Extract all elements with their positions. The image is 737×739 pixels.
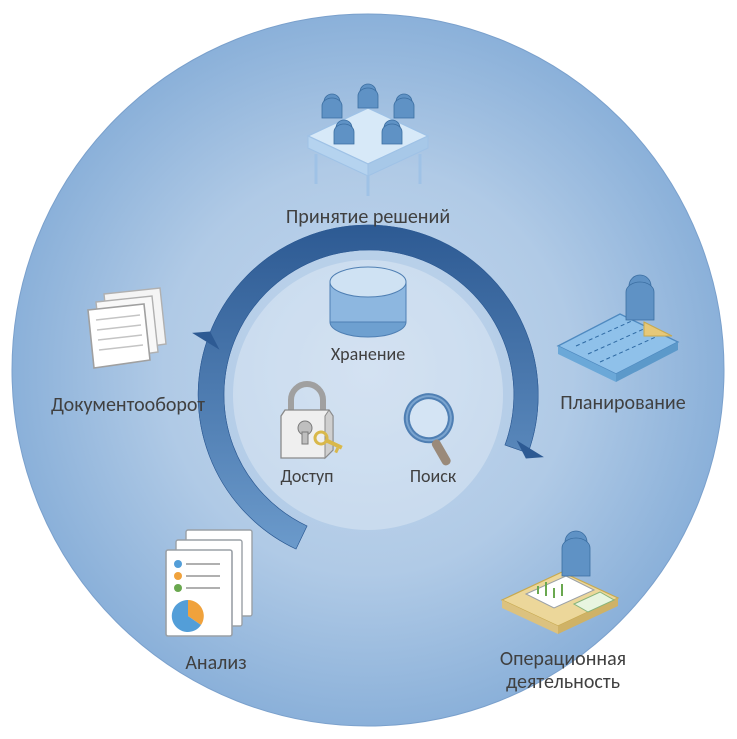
label-docflow: Документооборот xyxy=(18,394,238,417)
label-decisions: Принятие решений xyxy=(248,206,488,229)
node-docflow xyxy=(72,278,182,378)
node-access xyxy=(267,376,347,466)
node-storage xyxy=(318,262,418,342)
label-planning: Планирование xyxy=(538,392,708,415)
documents-icon xyxy=(72,278,182,378)
diagram-stage: Хранение Доступ Поиск xyxy=(0,0,737,739)
node-operations xyxy=(490,512,630,642)
planning-icon xyxy=(548,250,688,390)
label-access: Доступ xyxy=(257,466,357,487)
label-operations: Операционная деятельность xyxy=(468,648,658,694)
operations-icon xyxy=(490,512,630,642)
label-analysis: Анализ xyxy=(156,652,276,675)
lock-icon xyxy=(267,376,347,466)
label-storage: Хранение xyxy=(300,344,436,365)
analysis-icon xyxy=(152,516,282,646)
label-search: Поиск xyxy=(388,466,478,487)
node-decisions xyxy=(288,58,448,198)
database-icon xyxy=(318,262,418,342)
node-planning xyxy=(548,250,688,390)
node-analysis xyxy=(152,516,282,646)
meeting-icon xyxy=(288,58,448,198)
